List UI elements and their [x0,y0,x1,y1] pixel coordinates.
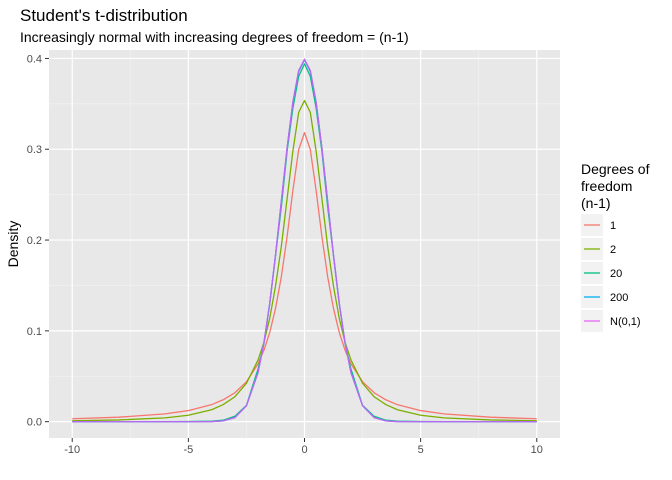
axis-layer: -10 -5 0 5 10 0.0 0.1 0.2 0.3 0.4 [27,53,543,456]
legend-label: 2 [610,244,616,256]
x-tick-label: -10 [64,444,80,456]
x-tick-label: 0 [301,444,307,456]
y-tick-label: 0.0 [27,417,42,429]
grid-layer [49,50,560,438]
legend-label: N(0,1) [610,316,641,328]
x-tick-label: 10 [531,444,543,456]
series-line-2 [72,99,537,422]
chart-title: Student's t-distribution [20,6,188,25]
y-axis-title: Density [5,221,21,268]
chart-subtitle: Increasingly normal with increasing degr… [20,29,409,45]
legend-item: N(0,1) [581,310,641,332]
legend-label: 20 [610,268,622,280]
y-tick-label: 0.3 [27,144,42,156]
series-line-1 [72,131,537,420]
x-tick-label: 5 [418,444,424,456]
y-tick-label: 0.1 [27,326,42,338]
legend-item: 200 [581,286,628,308]
legend-item: 20 [581,262,622,284]
y-tick-label: 0.2 [27,235,42,247]
legend-item: 1 [581,214,616,236]
legend-item: 2 [581,238,616,260]
legend-label: 200 [610,292,628,304]
series-layer [72,58,537,423]
series-overlap-line [72,58,537,423]
x-tick-label: -5 [183,444,193,456]
legend-label: 1 [610,220,616,232]
legend-title-line: freedom [581,178,632,194]
legend-title-line: Degrees of [581,161,650,177]
series-line-20 [72,63,537,423]
y-tick-label: 0.4 [27,53,42,65]
legend-title-line: (n-1) [581,195,611,211]
